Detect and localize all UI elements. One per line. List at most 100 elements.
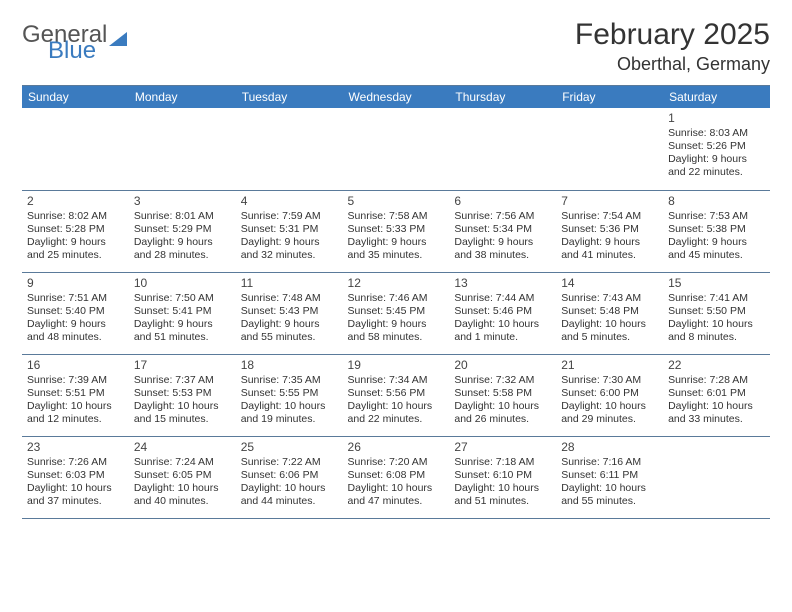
day-number: 23 xyxy=(27,440,124,455)
weekday-header: Saturday xyxy=(663,86,770,108)
calendar-cell: 10Sunrise: 7:50 AMSunset: 5:41 PMDayligh… xyxy=(129,272,236,354)
day-number: 2 xyxy=(27,194,124,209)
calendar-cell xyxy=(663,436,770,518)
day-detail-line: Daylight: 9 hours and 48 minutes. xyxy=(27,318,124,344)
calendar-row: 16Sunrise: 7:39 AMSunset: 5:51 PMDayligh… xyxy=(22,354,770,436)
day-detail-line: Sunset: 5:53 PM xyxy=(134,387,231,400)
day-detail-line: Daylight: 10 hours and 47 minutes. xyxy=(348,482,445,508)
logo-word2: Blue xyxy=(48,40,127,62)
day-detail-line: Sunset: 6:11 PM xyxy=(561,469,658,482)
day-detail-line: Sunrise: 8:02 AM xyxy=(27,210,124,223)
calendar-cell: 18Sunrise: 7:35 AMSunset: 5:55 PMDayligh… xyxy=(236,354,343,436)
day-detail-line: Daylight: 9 hours and 25 minutes. xyxy=(27,236,124,262)
calendar-cell: 20Sunrise: 7:32 AMSunset: 5:58 PMDayligh… xyxy=(449,354,556,436)
calendar-cell: 19Sunrise: 7:34 AMSunset: 5:56 PMDayligh… xyxy=(343,354,450,436)
day-detail-line: Sunrise: 7:54 AM xyxy=(561,210,658,223)
day-detail-line: Sunset: 5:41 PM xyxy=(134,305,231,318)
calendar-cell: 12Sunrise: 7:46 AMSunset: 5:45 PMDayligh… xyxy=(343,272,450,354)
calendar-cell: 5Sunrise: 7:58 AMSunset: 5:33 PMDaylight… xyxy=(343,190,450,272)
weekday-header: Thursday xyxy=(449,86,556,108)
day-detail-line: Sunset: 5:50 PM xyxy=(668,305,765,318)
day-detail-line: Sunset: 5:43 PM xyxy=(241,305,338,318)
day-detail-line: Sunset: 5:51 PM xyxy=(27,387,124,400)
calendar-body: 1Sunrise: 8:03 AMSunset: 5:26 PMDaylight… xyxy=(22,108,770,518)
day-number: 28 xyxy=(561,440,658,455)
day-detail-line: Sunset: 5:58 PM xyxy=(454,387,551,400)
day-detail-line: Sunset: 5:28 PM xyxy=(27,223,124,236)
calendar-cell: 26Sunrise: 7:20 AMSunset: 6:08 PMDayligh… xyxy=(343,436,450,518)
day-detail-line: Sunrise: 7:53 AM xyxy=(668,210,765,223)
day-detail-line: Sunrise: 7:24 AM xyxy=(134,456,231,469)
day-detail-line: Daylight: 10 hours and 37 minutes. xyxy=(27,482,124,508)
calendar-cell: 3Sunrise: 8:01 AMSunset: 5:29 PMDaylight… xyxy=(129,190,236,272)
day-number: 9 xyxy=(27,276,124,291)
day-detail-line: Sunrise: 7:41 AM xyxy=(668,292,765,305)
calendar-cell: 9Sunrise: 7:51 AMSunset: 5:40 PMDaylight… xyxy=(22,272,129,354)
day-detail-line: Sunrise: 7:26 AM xyxy=(27,456,124,469)
day-detail-line: Sunset: 5:46 PM xyxy=(454,305,551,318)
day-detail-line: Sunset: 5:56 PM xyxy=(348,387,445,400)
day-detail-line: Sunrise: 7:16 AM xyxy=(561,456,658,469)
day-detail-line: Daylight: 9 hours and 32 minutes. xyxy=(241,236,338,262)
day-detail-line: Sunset: 5:33 PM xyxy=(348,223,445,236)
day-detail-line: Sunset: 6:01 PM xyxy=(668,387,765,400)
title-block: February 2025 Oberthal, Germany xyxy=(575,18,770,75)
day-detail-line: Sunrise: 8:01 AM xyxy=(134,210,231,223)
day-detail-line: Daylight: 10 hours and 1 minute. xyxy=(454,318,551,344)
calendar-cell: 23Sunrise: 7:26 AMSunset: 6:03 PMDayligh… xyxy=(22,436,129,518)
day-number: 1 xyxy=(668,111,765,126)
calendar-cell: 16Sunrise: 7:39 AMSunset: 5:51 PMDayligh… xyxy=(22,354,129,436)
day-detail-line: Sunset: 5:26 PM xyxy=(668,140,765,153)
calendar-cell xyxy=(556,108,663,190)
day-detail-line: Sunrise: 7:46 AM xyxy=(348,292,445,305)
day-detail-line: Daylight: 10 hours and 12 minutes. xyxy=(27,400,124,426)
day-detail-line: Sunrise: 7:32 AM xyxy=(454,374,551,387)
day-number: 25 xyxy=(241,440,338,455)
day-number: 15 xyxy=(668,276,765,291)
weekday-header: Friday xyxy=(556,86,663,108)
calendar-table: Sunday Monday Tuesday Wednesday Thursday… xyxy=(22,86,770,519)
day-detail-line: Sunset: 6:03 PM xyxy=(27,469,124,482)
day-number: 16 xyxy=(27,358,124,373)
day-detail-line: Sunset: 5:34 PM xyxy=(454,223,551,236)
day-detail-line: Daylight: 10 hours and 29 minutes. xyxy=(561,400,658,426)
day-detail-line: Daylight: 9 hours and 22 minutes. xyxy=(668,153,765,179)
day-detail-line: Daylight: 9 hours and 51 minutes. xyxy=(134,318,231,344)
day-number: 21 xyxy=(561,358,658,373)
calendar-header-row: Sunday Monday Tuesday Wednesday Thursday… xyxy=(22,86,770,108)
day-number: 22 xyxy=(668,358,765,373)
calendar-cell: 11Sunrise: 7:48 AMSunset: 5:43 PMDayligh… xyxy=(236,272,343,354)
day-number: 19 xyxy=(348,358,445,373)
day-detail-line: Sunrise: 7:28 AM xyxy=(668,374,765,387)
day-detail-line: Sunrise: 7:48 AM xyxy=(241,292,338,305)
day-detail-line: Sunset: 5:29 PM xyxy=(134,223,231,236)
calendar-row: 2Sunrise: 8:02 AMSunset: 5:28 PMDaylight… xyxy=(22,190,770,272)
day-detail-line: Sunrise: 7:22 AM xyxy=(241,456,338,469)
weekday-header: Sunday xyxy=(22,86,129,108)
day-number: 20 xyxy=(454,358,551,373)
calendar-cell: 22Sunrise: 7:28 AMSunset: 6:01 PMDayligh… xyxy=(663,354,770,436)
calendar-cell xyxy=(449,108,556,190)
day-number: 11 xyxy=(241,276,338,291)
day-number: 13 xyxy=(454,276,551,291)
calendar-cell: 21Sunrise: 7:30 AMSunset: 6:00 PMDayligh… xyxy=(556,354,663,436)
day-detail-line: Sunset: 6:06 PM xyxy=(241,469,338,482)
day-detail-line: Daylight: 9 hours and 38 minutes. xyxy=(454,236,551,262)
calendar-cell xyxy=(343,108,450,190)
calendar-row: 1Sunrise: 8:03 AMSunset: 5:26 PMDaylight… xyxy=(22,108,770,190)
day-detail-line: Sunset: 6:08 PM xyxy=(348,469,445,482)
calendar-cell: 8Sunrise: 7:53 AMSunset: 5:38 PMDaylight… xyxy=(663,190,770,272)
day-detail-line: Daylight: 9 hours and 55 minutes. xyxy=(241,318,338,344)
day-detail-line: Daylight: 9 hours and 28 minutes. xyxy=(134,236,231,262)
weekday-header: Monday xyxy=(129,86,236,108)
day-detail-line: Sunrise: 7:34 AM xyxy=(348,374,445,387)
weekday-header: Wednesday xyxy=(343,86,450,108)
day-number: 27 xyxy=(454,440,551,455)
header: General Blue February 2025 Oberthal, Ger… xyxy=(22,18,770,75)
day-detail-line: Sunrise: 7:43 AM xyxy=(561,292,658,305)
day-detail-line: Daylight: 9 hours and 35 minutes. xyxy=(348,236,445,262)
day-detail-line: Daylight: 10 hours and 51 minutes. xyxy=(454,482,551,508)
day-detail-line: Sunrise: 7:44 AM xyxy=(454,292,551,305)
day-detail-line: Sunset: 5:40 PM xyxy=(27,305,124,318)
day-detail-line: Sunset: 6:05 PM xyxy=(134,469,231,482)
